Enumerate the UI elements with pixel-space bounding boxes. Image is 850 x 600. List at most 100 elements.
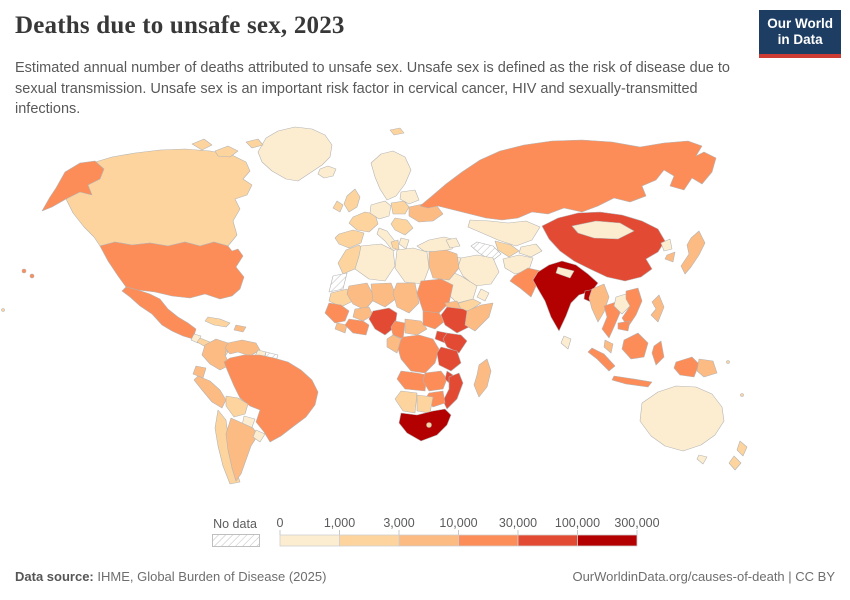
country-angola[interactable] xyxy=(396,370,428,392)
region-borneo[interactable] xyxy=(621,332,649,360)
no-data-swatch[interactable] xyxy=(212,534,260,548)
country-greece[interactable] xyxy=(398,237,410,250)
country-papua-new-guinea[interactable] xyxy=(696,358,718,378)
country-ireland[interactable] xyxy=(332,200,344,213)
country-nigeria[interactable] xyxy=(368,307,398,336)
country-nepal[interactable] xyxy=(555,266,575,279)
pacific-islands[interactable] xyxy=(726,360,730,364)
owid-logo[interactable]: Our World in Data xyxy=(759,10,841,58)
country-indonesia-sumatra[interactable] xyxy=(587,347,616,372)
country-kyrgyzstan[interactable] xyxy=(518,243,543,258)
country-new-zealand[interactable] xyxy=(728,455,742,471)
country-new-zealand[interactable] xyxy=(736,440,748,457)
country-kenya[interactable] xyxy=(442,332,468,354)
country-venezuela[interactable] xyxy=(224,339,261,357)
region-congo-gabon[interactable] xyxy=(386,334,402,354)
country-svalbard[interactable] xyxy=(389,127,405,136)
country-egypt[interactable] xyxy=(428,249,460,281)
country-arctic-islands[interactable] xyxy=(191,138,213,151)
region-central-europe[interactable] xyxy=(369,200,392,220)
country-hispaniola[interactable] xyxy=(233,324,247,333)
region-ivory-coast-ghana[interactable] xyxy=(344,318,370,336)
country-cambodia[interactable] xyxy=(617,320,631,332)
country-russia[interactable] xyxy=(419,139,717,221)
country-malaysia[interactable] xyxy=(603,339,614,354)
country-argentina[interactable] xyxy=(225,417,259,482)
country-south-sudan[interactable] xyxy=(422,310,446,330)
country-central-african-republic[interactable] xyxy=(404,318,428,336)
country-drc[interactable] xyxy=(396,334,440,374)
region-caucasus[interactable] xyxy=(445,237,461,249)
legend-bin-5[interactable] xyxy=(577,534,638,547)
country-ecuador[interactable] xyxy=(192,365,207,379)
country-chad[interactable] xyxy=(392,282,420,314)
country-cameroon[interactable] xyxy=(390,320,406,340)
country-indonesia-java[interactable] xyxy=(611,375,653,388)
country-brazil[interactable] xyxy=(223,354,319,443)
region-sierra-leone-liberia[interactable] xyxy=(334,322,348,334)
legend-bin-4[interactable] xyxy=(517,534,578,547)
country-kazakhstan[interactable] xyxy=(467,219,541,247)
country-iran[interactable] xyxy=(456,254,500,287)
country-cuba[interactable] xyxy=(204,316,231,328)
country-somalia[interactable] xyxy=(464,302,494,332)
country-tasmania[interactable] xyxy=(696,454,708,465)
country-libya[interactable] xyxy=(394,247,430,285)
country-arctic-islands[interactable] xyxy=(214,145,239,158)
country-mozambique[interactable] xyxy=(442,372,464,410)
legend-bin-0[interactable] xyxy=(279,534,340,547)
region-senegal-guinea[interactable] xyxy=(324,302,350,324)
owid-link[interactable]: OurWorldinData.org/causes-of-death | CC … xyxy=(572,569,835,584)
country-india[interactable] xyxy=(532,260,599,332)
country-mali[interactable] xyxy=(346,282,376,311)
country-sudan[interactable] xyxy=(416,278,454,316)
country-namibia[interactable] xyxy=(394,390,418,414)
country-mongolia[interactable] xyxy=(571,220,635,240)
region-balkans[interactable] xyxy=(390,217,414,236)
country-western-sahara[interactable] xyxy=(328,272,348,293)
legend-bin-1[interactable] xyxy=(339,534,400,547)
country-niger[interactable] xyxy=(370,282,398,308)
country-zambia[interactable] xyxy=(422,370,448,392)
country-france[interactable] xyxy=(348,211,379,233)
country-botswana[interactable] xyxy=(416,394,434,414)
country-philippines[interactable] xyxy=(650,294,665,323)
country-south-africa[interactable] xyxy=(398,408,452,442)
country-uruguay[interactable] xyxy=(252,429,266,443)
country-china[interactable] xyxy=(541,211,666,282)
country-peru[interactable] xyxy=(193,375,227,409)
pacific-islands[interactable] xyxy=(1,308,5,312)
country-oman[interactable] xyxy=(476,288,490,302)
country-hawaii-usa[interactable] xyxy=(21,268,27,274)
country-indonesia-papua[interactable] xyxy=(673,356,700,378)
country-algeria[interactable] xyxy=(354,243,396,282)
country-lesotho[interactable] xyxy=(426,422,432,428)
tick-label-4: 30,000 xyxy=(499,516,537,530)
region-iberia[interactable] xyxy=(334,229,365,249)
country-japan[interactable] xyxy=(680,230,706,275)
pacific-islands[interactable] xyxy=(740,393,744,397)
region-scandinavia[interactable] xyxy=(370,150,412,201)
country-indonesia-sulawesi[interactable] xyxy=(651,340,665,366)
country-north-korea[interactable] xyxy=(660,238,673,252)
country-sri-lanka[interactable] xyxy=(560,335,572,350)
country-iceland[interactable] xyxy=(317,165,337,179)
legend-bin-2[interactable] xyxy=(398,534,459,547)
country-bolivia[interactable] xyxy=(225,395,249,418)
country-poland[interactable] xyxy=(390,200,410,215)
country-greenland[interactable] xyxy=(257,126,333,182)
country-uzbekistan[interactable] xyxy=(494,240,520,258)
legend-bin-3[interactable] xyxy=(458,534,519,547)
country-madagascar[interactable] xyxy=(473,358,492,398)
country-hawaii-usa[interactable] xyxy=(29,273,35,279)
country-burkina-faso[interactable] xyxy=(352,306,374,322)
country-uk[interactable] xyxy=(343,188,361,213)
country-alaska-usa[interactable] xyxy=(41,160,105,212)
country-south-korea[interactable] xyxy=(664,251,676,263)
country-tanzania[interactable] xyxy=(436,346,462,372)
country-myanmar[interactable] xyxy=(588,283,610,323)
region-east-europe[interactable] xyxy=(399,189,420,205)
country-australia[interactable] xyxy=(639,385,725,452)
country-arctic-islands[interactable] xyxy=(245,138,264,149)
country-usa[interactable] xyxy=(99,241,245,300)
